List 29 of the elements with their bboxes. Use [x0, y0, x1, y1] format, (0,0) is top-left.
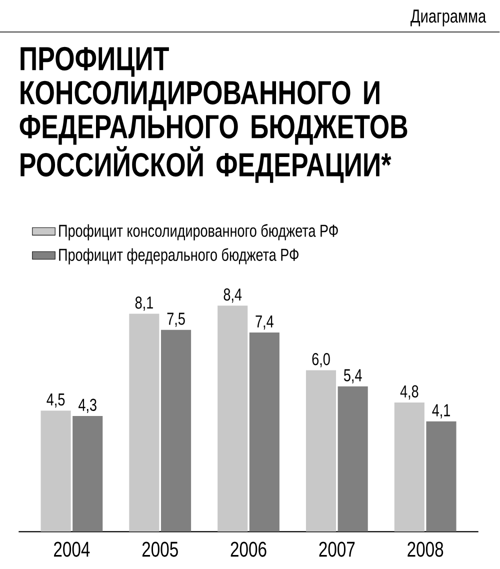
data-label: 8,4	[224, 288, 242, 303]
x-tick-label: 2008	[408, 542, 444, 557]
x-tick-label: 2004	[54, 542, 90, 557]
bar	[250, 332, 280, 532]
data-label: 6,0	[312, 352, 330, 368]
data-label: 7,4	[256, 315, 274, 330]
text: Диаграмма	[410, 10, 486, 26]
data-label: 7,5	[167, 312, 185, 327]
data-label: 8,1	[136, 296, 154, 311]
data-label: 5,4	[344, 369, 362, 384]
data-label: 4,5	[46, 394, 65, 408]
bar	[338, 386, 368, 532]
data-label: 4,8	[400, 385, 418, 400]
bar	[426, 421, 456, 532]
bar	[161, 330, 192, 532]
bar	[218, 306, 248, 532]
legend-label: Профицит федерального бюджета РФ	[59, 248, 299, 264]
x-tick-label: 2006	[230, 542, 266, 557]
chart-title: ПРОФИЦИТ КОНСОЛИДИРОВАННОГО И ФЕДЕРАЛЬНОГО БЮДЖЕТОВ РОССИЙСКОЙ ФЕДЕРАЦИИ*	[20, 46, 408, 183]
bar	[394, 402, 425, 532]
data-label: 4,1	[432, 404, 450, 418]
x-tick-label: 2007	[319, 542, 355, 557]
bar	[40, 410, 71, 532]
bar	[129, 314, 160, 532]
data-label: 4,3	[78, 398, 97, 414]
bar	[306, 370, 336, 532]
bar	[72, 416, 103, 532]
x-tick-label: 2005	[142, 542, 178, 557]
legend-label: Профицит консолидированного бюджета РФ	[59, 224, 338, 240]
